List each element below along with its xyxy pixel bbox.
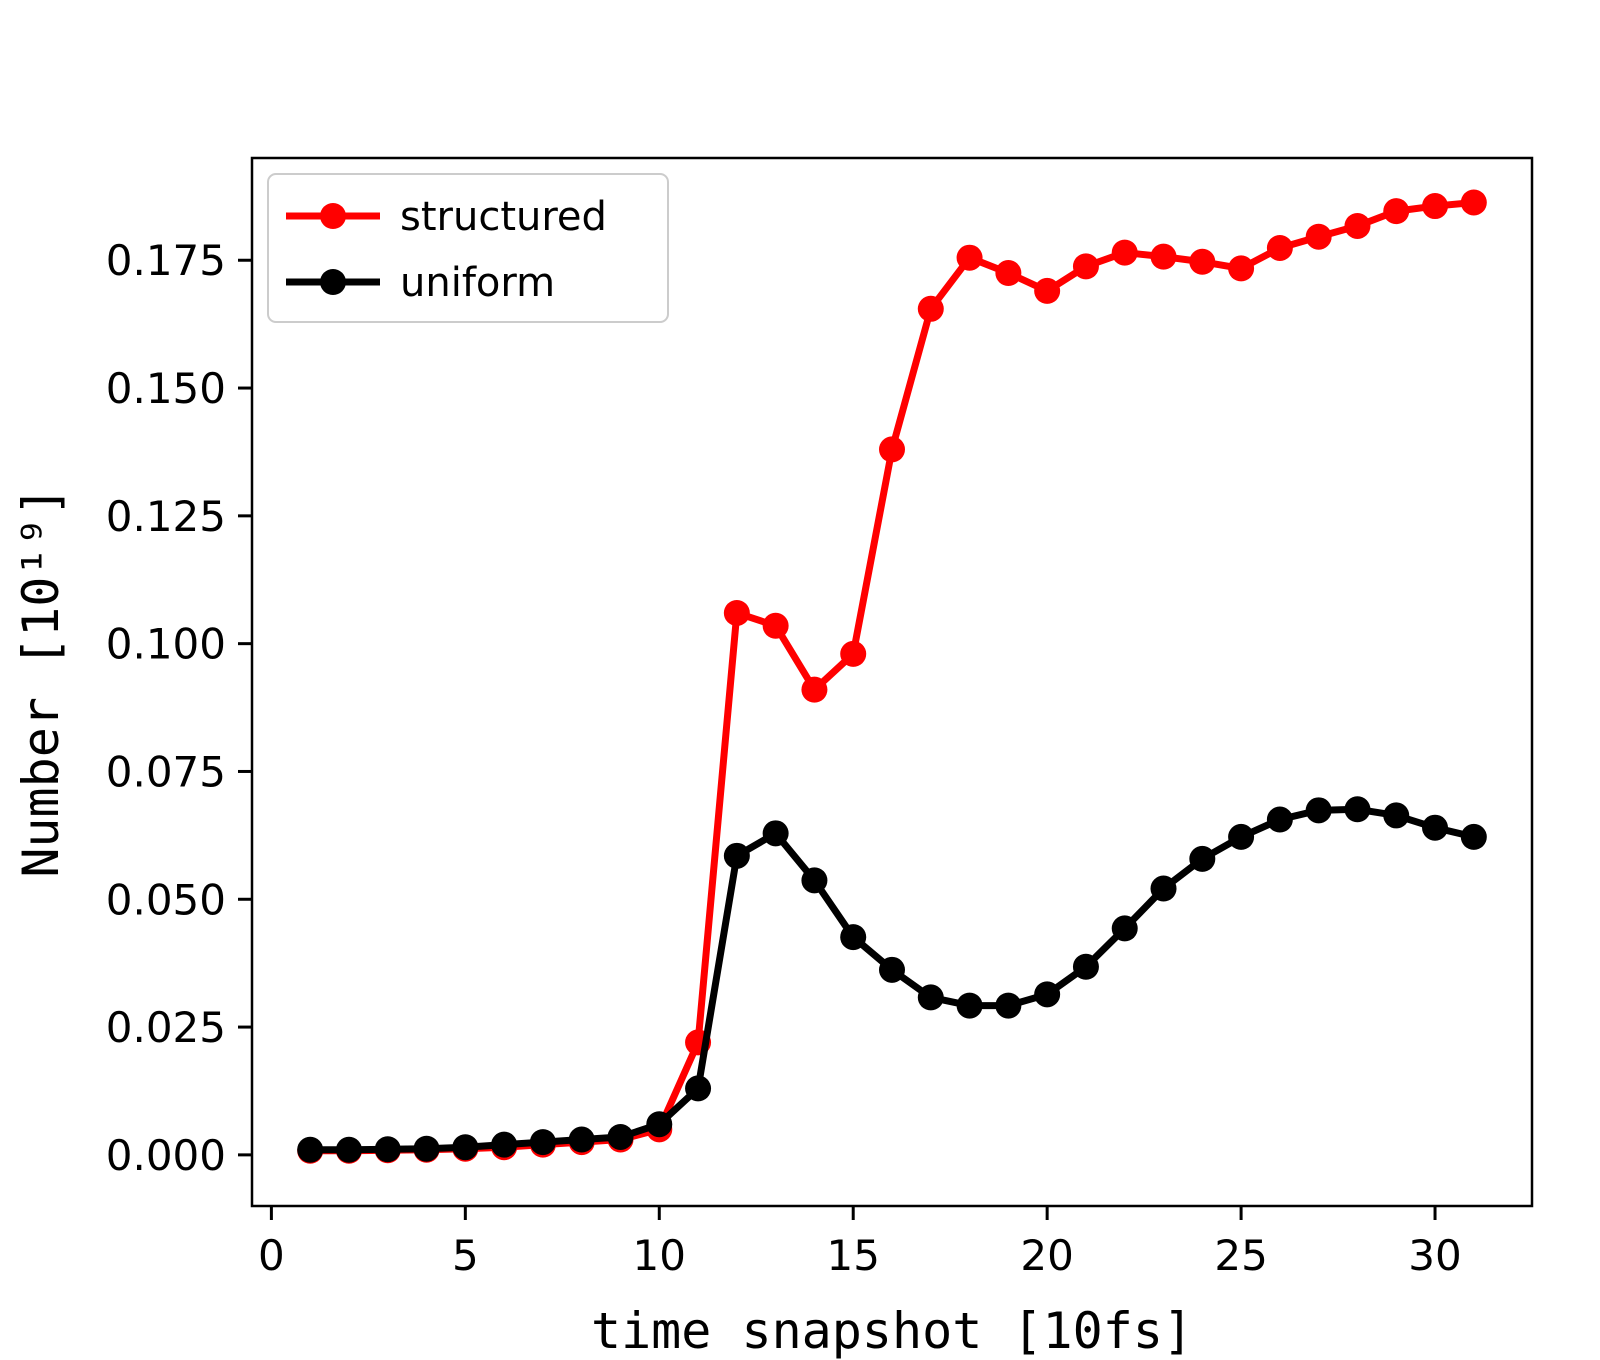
x-axis-label: time snapshot [10fs] — [591, 1302, 1193, 1360]
series-uniform-point — [762, 820, 789, 847]
x-tick-label: 10 — [633, 1231, 686, 1280]
series-uniform-point — [1150, 875, 1177, 902]
series-structured-point — [917, 295, 944, 322]
series-uniform-point — [646, 1111, 673, 1138]
series-structured-point — [1150, 243, 1177, 270]
series-structured-point — [840, 640, 867, 667]
y-tick-label: 0.075 — [106, 747, 226, 796]
series-uniform-point — [1344, 796, 1371, 823]
series-uniform-point — [879, 956, 905, 983]
series-structured-point — [1111, 239, 1138, 266]
series-uniform-point — [956, 992, 983, 1019]
series-uniform-point — [1034, 981, 1061, 1008]
x-tick-label: 15 — [826, 1231, 879, 1280]
series-uniform-point — [1460, 823, 1487, 850]
y-axis-label: Number [10¹⁹] — [12, 486, 70, 877]
series-structured-point — [956, 244, 983, 271]
series-structured-point — [1189, 248, 1216, 275]
y-tick-label: 0.100 — [106, 620, 226, 669]
legend-label-uniform: uniform — [400, 260, 555, 306]
series-uniform-point — [1422, 814, 1449, 841]
series-uniform-point — [491, 1131, 518, 1158]
series-uniform-point — [685, 1075, 712, 1102]
series-uniform-point — [1228, 823, 1255, 850]
plot-frame — [250, 156, 1534, 1208]
y-tick-label: 0.175 — [106, 236, 226, 285]
series-uniform-point — [723, 842, 750, 869]
series-uniform-point — [568, 1126, 595, 1153]
series-uniform-point — [607, 1123, 634, 1150]
series-uniform-point — [1189, 845, 1216, 872]
series-uniform-point — [1266, 806, 1293, 833]
series-structured-point — [1266, 234, 1293, 261]
legend-marker-structured — [320, 203, 346, 229]
series-structured-point — [879, 436, 905, 463]
series-uniform-point — [297, 1136, 324, 1163]
series-uniform-point — [413, 1135, 440, 1162]
x-tick-label: 0 — [258, 1231, 285, 1280]
series-uniform-point — [374, 1136, 401, 1163]
series-uniform-point — [335, 1136, 362, 1163]
legend-label-structured: structured — [400, 194, 607, 240]
series-uniform-point — [1072, 953, 1099, 980]
series-structured-point — [762, 612, 789, 639]
series-structured-point — [1228, 255, 1255, 282]
series-structured-point — [1460, 189, 1487, 216]
series-uniform-point — [1383, 802, 1410, 829]
series-structured-point — [1305, 223, 1332, 250]
series-uniform-point — [995, 992, 1022, 1019]
y-tick-label: 0.125 — [106, 492, 226, 541]
series-structured-point — [1344, 212, 1371, 239]
x-tick-label: 25 — [1214, 1231, 1267, 1280]
series-uniform-point — [529, 1129, 556, 1156]
x-tick-label: 5 — [452, 1231, 479, 1280]
x-tick-label: 20 — [1020, 1231, 1073, 1280]
series-structured-point — [1034, 277, 1061, 304]
series-structured-point — [995, 260, 1022, 287]
series-structured-point — [1422, 193, 1449, 220]
y-tick-label: 0.025 — [106, 1003, 226, 1052]
legend-marker-uniform — [320, 269, 346, 295]
series-structured-point — [801, 676, 828, 703]
series-structured-point — [1072, 253, 1099, 280]
series-uniform-point — [452, 1134, 479, 1161]
series-uniform-point — [1111, 915, 1138, 942]
series-structured-point — [723, 599, 750, 626]
series-uniform-point — [840, 924, 867, 951]
y-tick-label: 0.150 — [106, 364, 226, 413]
series-uniform-point — [917, 984, 944, 1011]
x-tick-label: 30 — [1408, 1231, 1461, 1280]
series-structured-point — [1383, 198, 1410, 225]
y-tick-label: 0.050 — [106, 875, 226, 924]
y-tick-label: 0.000 — [106, 1131, 226, 1180]
series-uniform-point — [1305, 797, 1332, 824]
series-uniform-point — [801, 867, 828, 894]
